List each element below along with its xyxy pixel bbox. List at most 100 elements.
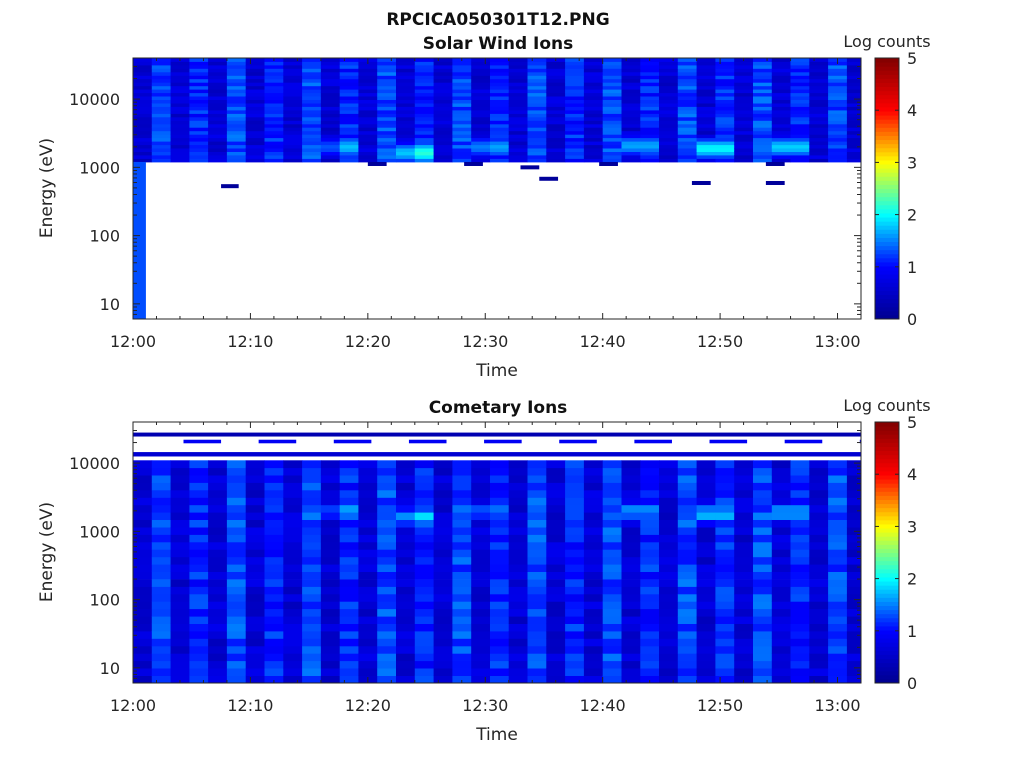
heatmap-cell [151, 653, 171, 662]
panel-title: Cometary Ions [429, 398, 568, 418]
heatmap-cell [527, 85, 547, 90]
colorbar-segment [875, 650, 899, 655]
heatmap-cell [828, 127, 848, 132]
heatmap-cell [696, 564, 716, 572]
heatmap-cell [133, 616, 153, 624]
heatmap-cell [828, 668, 848, 676]
heatmap-cell [264, 137, 284, 142]
heatmap-cell [133, 134, 153, 139]
heatmap-cell [414, 608, 434, 617]
heatmap-cell [602, 623, 622, 632]
heatmap-cell [302, 586, 322, 595]
heatmap-cell [659, 120, 679, 125]
heatmap-cell [790, 527, 810, 535]
heatmap-cell [640, 564, 660, 572]
heatmap-cell [602, 660, 622, 669]
heatmap-cell [452, 534, 472, 543]
colorbar-segment [875, 426, 899, 431]
heatmap-cell [208, 579, 228, 587]
heatmap-cell [790, 103, 810, 107]
heatmap-cell [433, 144, 453, 149]
heatmap-cell [471, 571, 491, 580]
heatmap-cell [546, 99, 566, 104]
heatmap-cell [527, 155, 547, 159]
heatmap-cell [809, 645, 829, 654]
heatmap-cell [621, 645, 641, 654]
heatmap-cell [358, 113, 378, 118]
heatmap-cell [809, 96, 829, 100]
heatmap-cell [583, 123, 604, 128]
heatmap-cell [320, 58, 341, 62]
heatmap-cell [828, 113, 848, 118]
heatmap-cell [452, 645, 472, 654]
heatmap-cell [734, 527, 754, 535]
heatmap-cell [245, 660, 265, 669]
colorbar-segment [875, 511, 899, 517]
heatmap-cell [696, 475, 716, 483]
colorbar-segment [875, 678, 899, 684]
heatmap-cell [302, 61, 322, 66]
heatmap-cell [715, 78, 735, 83]
heatmap-cell [189, 460, 209, 469]
heatmap-cell [696, 78, 716, 83]
heatmap-cell [396, 460, 416, 469]
heatmap-cell [320, 85, 341, 90]
x-tick-label: 12:40 [580, 332, 626, 351]
heatmap-cell [189, 127, 209, 132]
heatmap-cell [790, 123, 810, 128]
heatmap-cell [734, 668, 754, 676]
heatmap-cell [433, 556, 453, 565]
heatmap-cell [508, 148, 528, 152]
heatmap-cell [377, 541, 397, 550]
heatmap-cell [677, 482, 697, 491]
heatmap-cell [471, 123, 491, 128]
heatmap-cell [170, 579, 190, 587]
heatmap-cell [339, 653, 359, 662]
heatmap-cell [640, 601, 660, 610]
heatmap-cell [546, 137, 566, 142]
heatmap-cell [358, 123, 378, 128]
heatmap-cell [377, 549, 397, 558]
heatmap-cell [508, 78, 528, 83]
colorbar-segment [875, 176, 899, 181]
heatmap-cell [320, 579, 341, 587]
heatmap-cell [320, 467, 341, 476]
heatmap-cell [546, 482, 566, 491]
heatmap-cell [433, 120, 453, 125]
heatmap-cell [677, 134, 697, 139]
heatmap-cell [527, 92, 547, 97]
heatmap-cell [339, 616, 359, 624]
heatmap-cell [621, 127, 641, 132]
heatmap-cell [189, 668, 209, 676]
heatmap-cell [471, 534, 491, 543]
heatmap-cell [490, 137, 510, 142]
heatmap-cell [828, 601, 848, 610]
heatmap-cell [696, 608, 716, 617]
heatmap-cell [320, 113, 341, 118]
heatmap-cell [696, 541, 716, 550]
heatmap-cell [809, 92, 829, 97]
heatmap-cell [208, 71, 228, 76]
heatmap-cell [508, 99, 528, 104]
heatmap-cell [640, 151, 660, 156]
heatmap-cell [396, 638, 416, 647]
heatmap-cell [508, 82, 528, 87]
heatmap-cell [264, 71, 284, 76]
heatmap-cell [659, 106, 679, 111]
heatmap-cell [170, 130, 190, 135]
heatmap-cell [358, 106, 378, 111]
heatmap-cell [396, 519, 416, 528]
heatmap-cell [320, 127, 341, 132]
heatmap-cell [245, 475, 265, 483]
colorbar-segment [875, 233, 899, 238]
heatmap-cell [377, 89, 397, 94]
heatmap-cell [490, 103, 510, 107]
heatmap-cell [452, 549, 472, 558]
heatmap-cell [640, 668, 660, 676]
heatmap-cell [264, 82, 284, 87]
heatmap-cell [659, 467, 679, 476]
colorbar-segment [875, 257, 899, 263]
colorbar-segment [875, 135, 899, 141]
heatmap-cell [452, 623, 472, 632]
heatmap-cell [151, 623, 171, 632]
